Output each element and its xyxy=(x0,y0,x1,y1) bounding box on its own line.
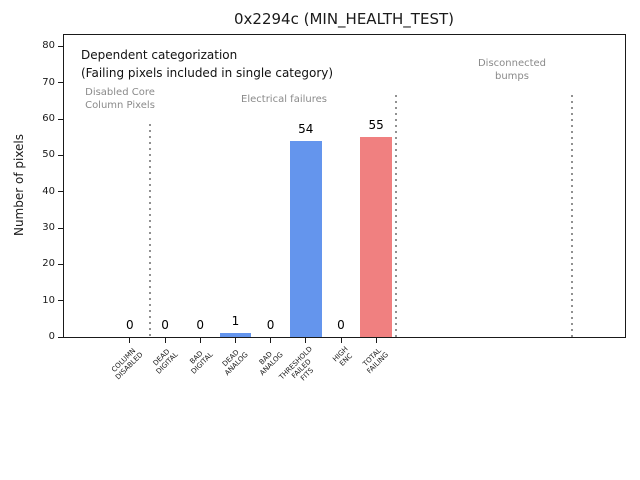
x-tick-mark xyxy=(340,338,342,343)
bar-value-label: 0 xyxy=(196,318,205,332)
y-tick-label: 70 xyxy=(42,76,55,88)
annotation-note-line-2: (Failing pixels included in single categ… xyxy=(81,66,334,80)
group-separator-dotted-line xyxy=(394,95,397,337)
y-tick-label: 60 xyxy=(42,113,55,124)
group-separator-dotted-line xyxy=(149,124,152,337)
x-tick-mark xyxy=(270,338,272,343)
x-tick-label: DEAD DIGITAL xyxy=(151,347,180,376)
y-tick-label: 30 xyxy=(42,222,55,233)
bar-value-label: 55 xyxy=(368,118,384,133)
x-tick-label: TOTAL FAILING xyxy=(361,346,391,376)
plot-area xyxy=(63,34,626,338)
bar xyxy=(360,137,393,337)
x-tick-mark xyxy=(129,338,131,343)
region-label: Electrical failures xyxy=(241,94,327,105)
x-tick-mark xyxy=(164,338,166,343)
y-tick-mark xyxy=(58,336,63,338)
y-tick-mark xyxy=(58,191,63,193)
y-tick-mark xyxy=(58,263,63,265)
y-axis-label: Number of pixels xyxy=(12,133,26,237)
y-tick-mark xyxy=(58,82,63,84)
x-tick-mark xyxy=(305,338,307,343)
group-separator-dotted-line xyxy=(570,95,573,337)
bar-value-label: 0 xyxy=(126,318,134,332)
bar-value-label: 0 xyxy=(337,318,345,332)
region-label: Disconnected bumps xyxy=(477,58,547,82)
x-tick-label: HIGH ENC xyxy=(331,345,355,368)
y-tick-label: 20 xyxy=(42,258,55,270)
y-tick-mark xyxy=(58,300,63,302)
y-tick-mark xyxy=(58,227,63,229)
y-tick-label: 10 xyxy=(42,294,55,306)
x-tick-label: COLUMN DISABLED xyxy=(109,346,145,382)
x-tick-mark xyxy=(234,338,236,343)
bar-value-label: 0 xyxy=(161,318,169,332)
x-tick-label: DEAD ANALOG xyxy=(220,348,250,378)
y-tick-label: 50 xyxy=(42,149,55,161)
y-tick-label: 0 xyxy=(48,331,55,342)
region-label: Disabled Core Column Pixels xyxy=(85,87,155,111)
y-tick-mark xyxy=(58,154,63,156)
y-tick-mark xyxy=(58,45,63,47)
bar-value-label: 54 xyxy=(298,121,314,136)
bar-value-label: 1 xyxy=(231,314,240,329)
annotation-note-line-1: Dependent categorization xyxy=(81,48,238,62)
x-tick-mark xyxy=(375,338,377,343)
bar-value-label: 0 xyxy=(266,318,275,332)
x-tick-mark xyxy=(199,338,201,343)
x-tick-label: BAD DIGITAL xyxy=(188,349,215,376)
x-tick-label: THRESHOLD FAILED FITS xyxy=(278,345,316,383)
bar xyxy=(289,140,322,337)
chart-title: 0x2294c (MIN_HEALTH_TEST) xyxy=(234,10,454,28)
y-tick-label: 80 xyxy=(42,40,55,52)
y-tick-label: 40 xyxy=(42,185,55,197)
y-tick-mark xyxy=(58,118,63,120)
bar xyxy=(219,333,252,337)
